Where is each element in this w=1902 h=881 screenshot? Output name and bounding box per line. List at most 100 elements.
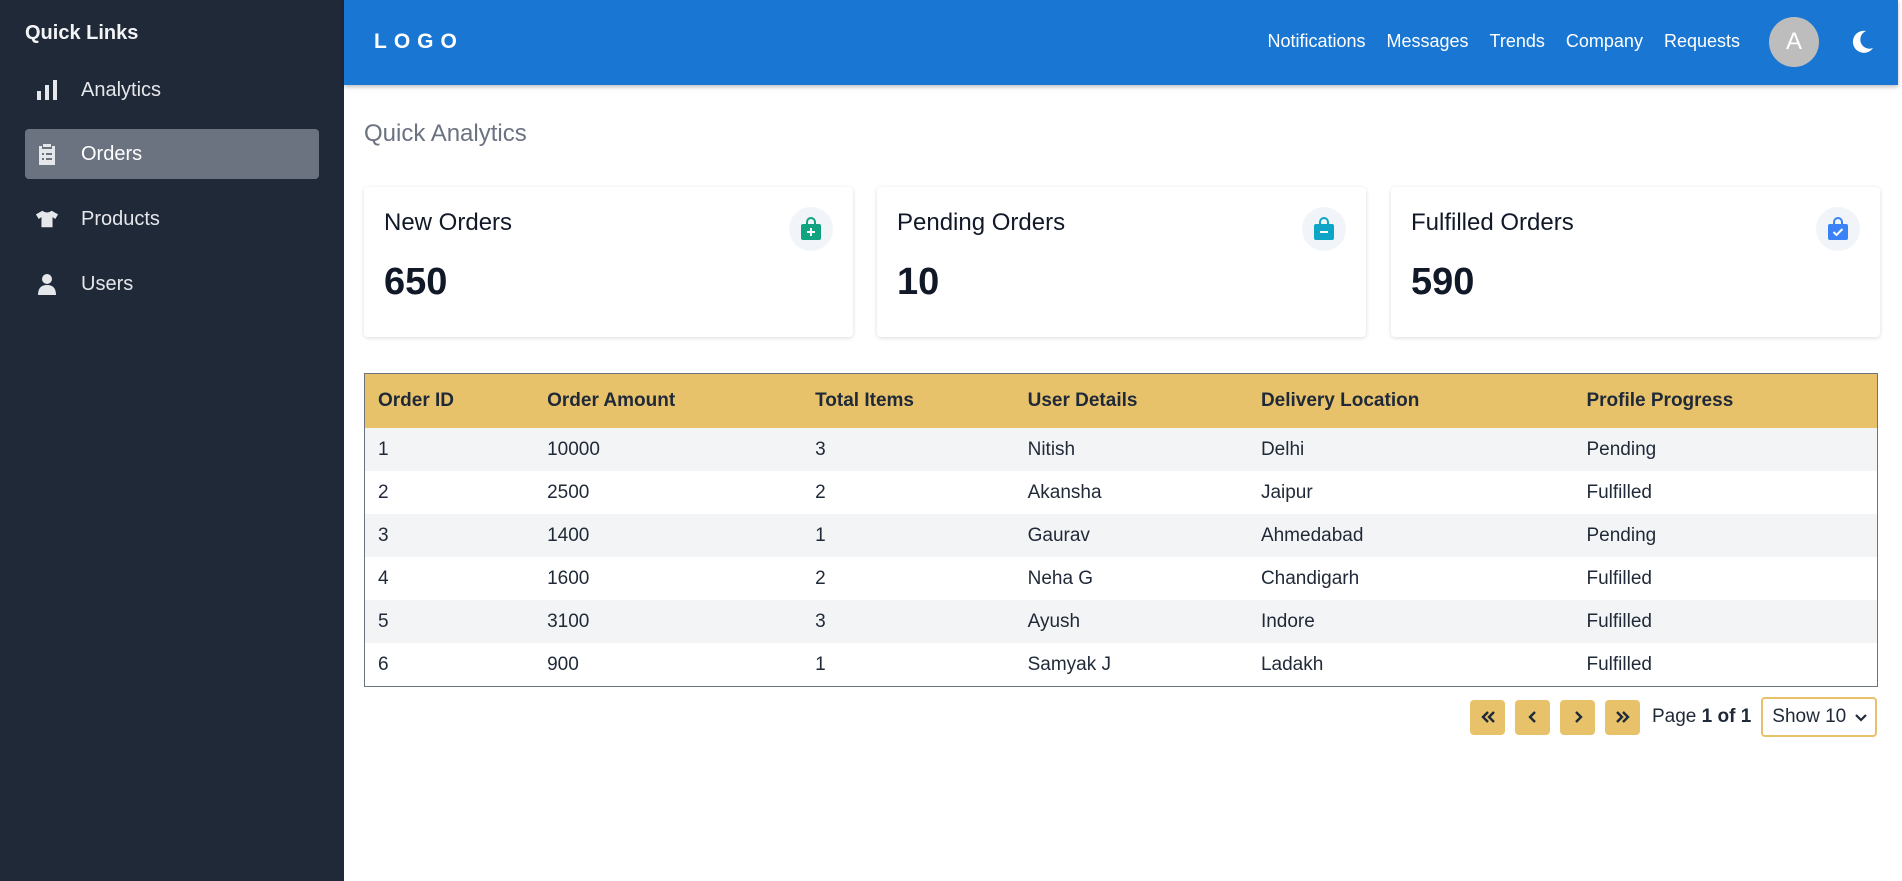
table-cell: 1: [378, 438, 389, 460]
table-cell: 3: [378, 524, 389, 546]
stat-card-pending-orders: Pending Orders 10: [877, 187, 1366, 337]
column-header[interactable]: Order Amount: [547, 390, 676, 411]
chevron-down-icon: [1855, 714, 1868, 722]
table-cell: 1600: [547, 567, 590, 589]
next-page-button[interactable]: [1560, 699, 1595, 735]
column-header[interactable]: Profile Progress: [1586, 390, 1734, 411]
table-cell: Fulfilled: [1586, 610, 1652, 632]
chevron-right-icon: [1574, 711, 1583, 723]
table-cell: Fulfilled: [1586, 567, 1652, 589]
table-cell: 2: [378, 481, 389, 503]
table-cell: Ladakh: [1260, 653, 1324, 675]
stat-card-new-orders: New Orders 650: [364, 187, 853, 337]
bag-dash-icon: [1302, 207, 1346, 251]
column-header[interactable]: User Details: [1027, 390, 1138, 411]
table-cell: 900: [547, 653, 579, 675]
shirt-icon: [35, 207, 59, 231]
column-header[interactable]: Order ID: [378, 390, 455, 411]
card-title: New Orders: [384, 209, 513, 236]
nav-link-requests[interactable]: Requests: [1663, 31, 1740, 51]
table-row[interactable]: 4 1600 2 Neha G Chandigarh Fulfilled: [365, 557, 1877, 600]
sidebar-item-orders[interactable]: Orders: [25, 129, 319, 179]
table-cell: Gaurav: [1027, 524, 1090, 546]
avatar[interactable]: A: [1769, 17, 1819, 67]
table-cell: Chandigarh: [1260, 567, 1360, 589]
double-chevron-left-icon: [1480, 711, 1495, 723]
table-cell: Indore: [1260, 610, 1315, 632]
logo: LOGO: [374, 30, 464, 53]
table-row[interactable]: 6 900 1 Samyak J Ladakh Fulfilled: [365, 643, 1877, 686]
orders-table: Order ID Order Amount Total Items User D…: [364, 373, 1878, 687]
pagination: Page 1 of 1 Show 10: [1470, 697, 1878, 737]
moon-icon[interactable]: [1849, 29, 1875, 55]
table-row[interactable]: 3 1400 1 Gaurav Ahmedabad Pending: [365, 514, 1877, 557]
table-cell: Delhi: [1260, 438, 1305, 460]
sidebar-item-products[interactable]: Products: [25, 194, 319, 244]
table-cell: 2: [815, 481, 826, 503]
table-cell: 3: [815, 610, 826, 632]
sidebar-item-analytics[interactable]: Analytics: [25, 65, 319, 115]
top-nav: Notifications Messages Trends Company Re…: [1246, 31, 1740, 52]
table-cell: 3: [815, 438, 826, 460]
nav-link-trends[interactable]: Trends: [1489, 31, 1545, 51]
table-cell: Nitish: [1027, 438, 1076, 460]
page-value: 1 of 1: [1701, 706, 1752, 727]
column-header[interactable]: Delivery Location: [1260, 390, 1420, 411]
page-size-value: Show 10: [1772, 706, 1847, 727]
table-cell: Ahmedabad: [1260, 524, 1364, 546]
sidebar-item-label: Analytics: [81, 78, 162, 101]
double-chevron-right-icon: [1615, 711, 1630, 723]
sidebar: Quick Links Analytics Orders Products Us…: [0, 0, 344, 881]
first-page-button[interactable]: [1470, 699, 1505, 735]
table-cell: 10000: [547, 438, 600, 460]
bag-check-icon: [1816, 207, 1860, 251]
table-cell: Fulfilled: [1586, 481, 1652, 503]
sidebar-item-label: Orders: [81, 142, 143, 165]
page-indicator: Page 1 of 1: [1652, 706, 1751, 728]
table-cell: 4: [378, 567, 389, 589]
sidebar-item-users[interactable]: Users: [25, 259, 319, 309]
sidebar-item-label: Users: [81, 272, 134, 295]
card-title: Pending Orders: [897, 209, 1066, 236]
nav-link-notifications[interactable]: Notifications: [1267, 31, 1366, 51]
table-cell: 3100: [547, 610, 590, 632]
card-title: Fulfilled Orders: [1411, 209, 1574, 236]
clipboard-icon: [35, 142, 59, 166]
table-cell: Fulfilled: [1586, 653, 1652, 675]
table-cell: 6: [378, 653, 389, 675]
table-cell: 1: [815, 653, 826, 675]
table-cell: Pending: [1586, 438, 1657, 460]
table-cell: Akansha: [1027, 481, 1102, 503]
stat-card-fulfilled-orders: Fulfilled Orders 590: [1391, 187, 1880, 337]
table-cell: Jaipur: [1260, 481, 1313, 503]
table-cell: Ayush: [1027, 610, 1081, 632]
chevron-left-icon: [1527, 711, 1536, 723]
page-title: Quick Analytics: [364, 120, 527, 147]
bar-chart-icon: [35, 78, 59, 102]
page-prefix: Page: [1652, 706, 1697, 727]
card-value: 650: [384, 261, 448, 303]
last-page-button[interactable]: [1605, 699, 1640, 735]
nav-link-messages[interactable]: Messages: [1386, 31, 1469, 51]
prev-page-button[interactable]: [1515, 699, 1550, 735]
user-icon: [35, 272, 59, 296]
page-size-select[interactable]: Show 10: [1761, 697, 1878, 737]
column-header[interactable]: Total Items: [815, 390, 914, 411]
table-cell: Samyak J: [1027, 653, 1112, 675]
table-row[interactable]: 5 3100 3 Ayush Indore Fulfilled: [365, 600, 1877, 643]
card-value: 10: [897, 261, 940, 303]
table-header-row: Order ID Order Amount Total Items User D…: [365, 374, 1877, 428]
sidebar-title: Quick Links: [25, 22, 139, 44]
table-cell: Neha G: [1027, 567, 1094, 589]
bag-plus-icon: [789, 207, 833, 251]
table-cell: 2500: [547, 481, 590, 503]
card-value: 590: [1411, 261, 1475, 303]
table-cell: 1400: [547, 524, 590, 546]
table-cell: Pending: [1586, 524, 1657, 546]
table-row[interactable]: 2 2500 2 Akansha Jaipur Fulfilled: [365, 471, 1877, 514]
top-header: LOGO Notifications Messages Trends Compa…: [344, 0, 1898, 85]
nav-link-company[interactable]: Company: [1565, 31, 1643, 51]
table-cell: 5: [378, 610, 389, 632]
table-row[interactable]: 1 10000 3 Nitish Delhi Pending: [365, 428, 1877, 471]
sidebar-item-label: Products: [81, 207, 160, 230]
